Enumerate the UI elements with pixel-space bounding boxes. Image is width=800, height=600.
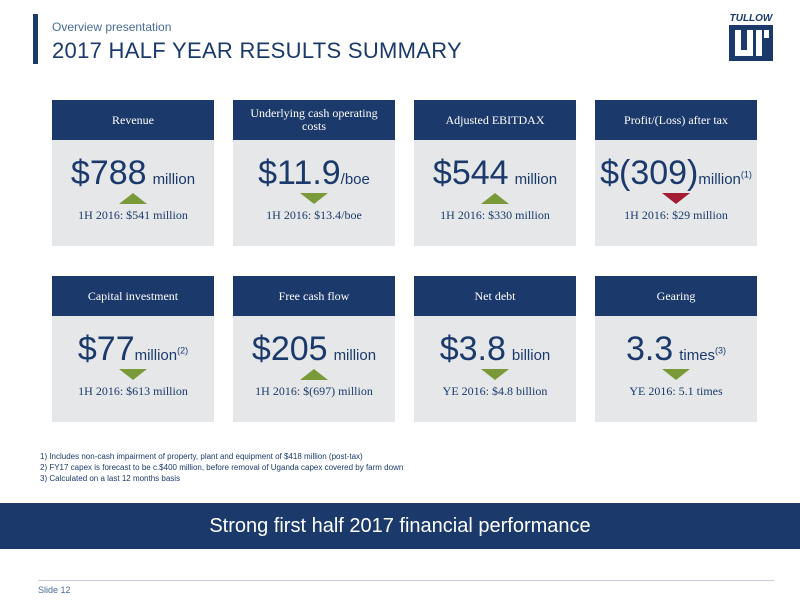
metric-unit: million	[333, 347, 377, 364]
metric-comparison: 1H 2016: $613 million	[78, 384, 188, 398]
metric-title: Adjusted EBITDAX	[414, 100, 576, 140]
metric-title: Net debt	[414, 276, 576, 316]
metric-value: $3.8	[439, 330, 506, 368]
metric-value-row: $(309)million(1)	[595, 154, 757, 193]
metric-card-gearing: Gearing 3.3 times(3) YE 2016: 5.1 times	[595, 276, 757, 422]
metric-unit: million	[134, 347, 178, 364]
footnote-3: 3) Calculated on a last 12 months basis	[40, 474, 181, 483]
metric-card-adjusted-ebitdax: Adjusted EBITDAX $544 million 1H 2016: $3…	[414, 100, 576, 246]
metric-title: Underlying cash operating costs	[233, 100, 395, 140]
trend-down-arrow-icon	[662, 369, 690, 380]
footnote-2: 2) FY17 capex is forecast to be c.$400 m…	[40, 463, 404, 472]
metric-value: $788	[70, 154, 147, 192]
footnote-ref: (1)	[740, 169, 752, 180]
metric-value: $544	[432, 154, 509, 192]
slide-number: Slide 12	[38, 585, 71, 595]
metric-value: $(309)	[600, 154, 699, 192]
metric-value: $205	[251, 330, 328, 368]
metric-value-row: $11.9/boe	[233, 154, 395, 193]
metric-card-profit-after-tax: Profit/(Loss) after tax $(309)million(1)…	[595, 100, 757, 246]
metric-title: Profit/(Loss) after tax	[595, 100, 757, 140]
metric-value-row: $77million(2)	[52, 330, 214, 369]
footnote-ref: (2)	[177, 345, 189, 356]
metric-card-revenue: Revenue $788 million 1H 2016: $541 millio…	[52, 100, 214, 246]
metric-comparison: 1H 2016: $330 million	[440, 208, 550, 222]
metric-value-row: $544 million	[414, 154, 576, 193]
summary-banner: Strong first half 2017 financial perform…	[0, 503, 800, 549]
page-title: 2017 HALF YEAR RESULTS SUMMARY	[52, 38, 463, 63]
metric-title: Capital investment	[52, 276, 214, 316]
metric-value: 3.3	[625, 330, 674, 368]
tullow-logo-icon: TULLOW	[725, 10, 777, 66]
metric-value: $77	[77, 330, 135, 368]
metric-card-net-debt: Net debt $3.8 billion YE 2016: $4.8 billi…	[414, 276, 576, 422]
trend-down-arrow-icon	[662, 193, 690, 204]
metric-value-row: $3.8 billion	[414, 330, 576, 369]
metric-unit: million	[698, 171, 741, 188]
metric-value-row: 3.3 times(3)	[595, 330, 757, 369]
svg-text:TULLOW: TULLOW	[730, 13, 774, 24]
metric-unit: billion	[511, 347, 551, 364]
trend-down-arrow-icon	[119, 369, 147, 380]
trend-down-arrow-icon	[481, 369, 509, 380]
metric-title: Revenue	[52, 100, 214, 140]
trend-up-arrow-icon	[481, 193, 509, 204]
metric-comparison: 1H 2016: $29 million	[624, 208, 728, 222]
metric-value-row: $788 million	[52, 154, 214, 193]
metric-unit: million	[514, 171, 558, 188]
title-accent-bar	[33, 14, 38, 64]
footer-divider	[38, 580, 774, 581]
metric-unit: /boe	[340, 171, 370, 188]
metric-unit: million	[152, 171, 196, 188]
trend-up-arrow-icon	[300, 369, 328, 380]
metric-unit: times	[679, 347, 716, 364]
metric-value: $11.9	[258, 154, 341, 192]
trend-down-arrow-icon	[300, 193, 328, 204]
presentation-kicker: Overview presentation	[52, 20, 172, 34]
footnote-ref: (3)	[715, 345, 727, 356]
metric-comparison: YE 2016: 5.1 times	[629, 384, 723, 398]
metric-comparison: 1H 2016: $13.4/boe	[266, 208, 362, 222]
footnote-1: 1) Includes non-cash impairment of prope…	[40, 452, 363, 461]
metric-card-cash-operating-costs: Underlying cash operating costs $11.9/bo…	[233, 100, 395, 246]
metric-comparison: YE 2016: $4.8 billion	[442, 384, 548, 398]
metric-value-row: $205 million	[233, 330, 395, 369]
metric-title: Gearing	[595, 276, 757, 316]
trend-up-arrow-icon	[119, 193, 147, 204]
metric-comparison: 1H 2016: $541 million	[78, 208, 188, 222]
metric-card-free-cash-flow: Free cash flow $205 million 1H 2016: $(69…	[233, 276, 395, 422]
metric-title: Free cash flow	[233, 276, 395, 316]
metric-comparison: 1H 2016: $(697) million	[255, 384, 373, 398]
footnotes: 1) Includes non-cash impairment of prope…	[40, 451, 403, 484]
metric-card-capital-investment: Capital investment $77million(2) 1H 2016…	[52, 276, 214, 422]
